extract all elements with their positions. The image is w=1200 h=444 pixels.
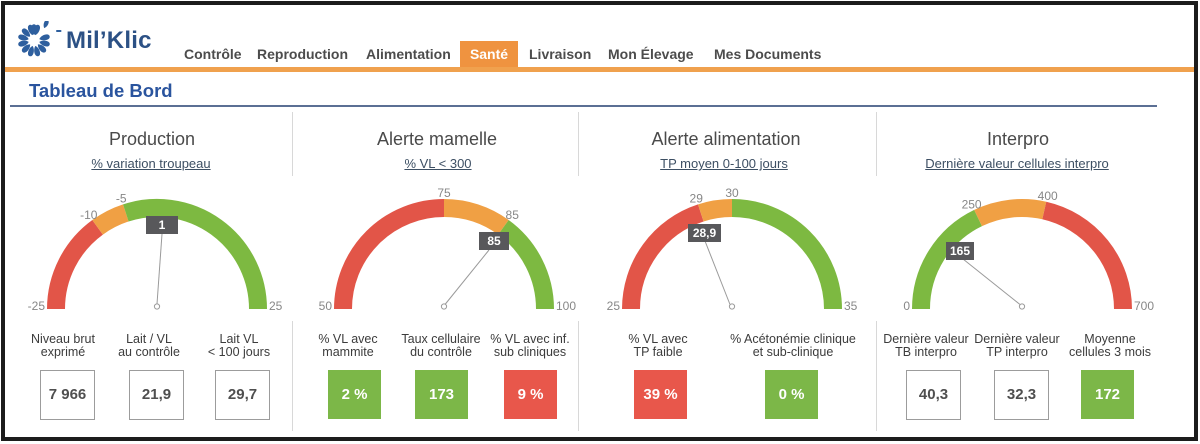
svg-text:75: 75	[437, 186, 451, 200]
svg-text:0: 0	[903, 299, 910, 313]
svg-text:29: 29	[690, 192, 704, 206]
svg-text:-25: -25	[28, 299, 46, 313]
svg-text:50: 50	[319, 299, 333, 313]
svg-text:700: 700	[1134, 299, 1154, 313]
svg-text:100: 100	[556, 299, 576, 313]
svg-text:-10: -10	[80, 208, 98, 222]
svg-text:25: 25	[607, 299, 621, 313]
svg-text:85: 85	[506, 208, 520, 222]
svg-text:25: 25	[269, 299, 283, 313]
svg-text:30: 30	[725, 186, 739, 200]
svg-text:35: 35	[844, 299, 858, 313]
svg-text:-5: -5	[116, 192, 127, 206]
svg-text:400: 400	[1038, 189, 1058, 203]
svg-text:250: 250	[962, 198, 982, 212]
